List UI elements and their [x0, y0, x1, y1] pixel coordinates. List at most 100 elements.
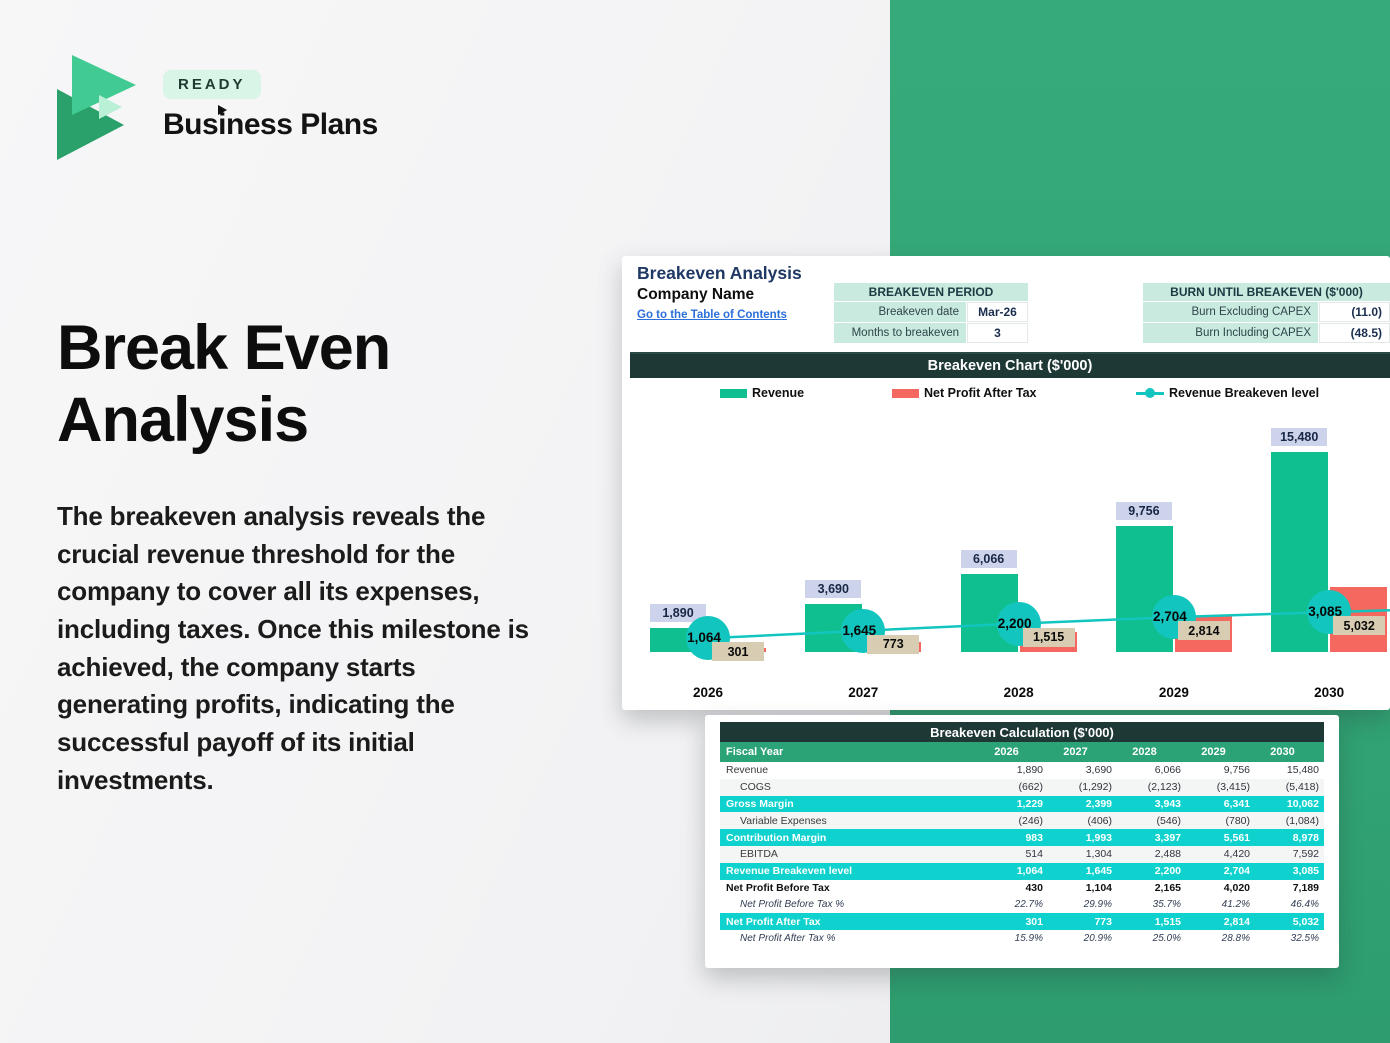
- value-cell: 35.7%: [1152, 899, 1181, 911]
- mini-table-value: 3: [967, 323, 1028, 343]
- value-cell: (2,123): [1147, 781, 1181, 794]
- logo: READY Business Plans: [57, 52, 477, 162]
- value-cell: 983: [1025, 831, 1043, 844]
- table-row: Gross Margin 1,229 2,399 3,943 6,341 10,062: [720, 795, 1324, 813]
- page-description: The breakeven analysis reveals the cruci…: [57, 501, 529, 795]
- brand-triangle-icon: [218, 105, 227, 115]
- value-cell: 4,020: [1223, 881, 1250, 894]
- row-label: Net Profit Before Tax %: [740, 899, 845, 911]
- value-cell: 3,690: [1085, 764, 1112, 777]
- year-header-cell: 2027: [1063, 746, 1088, 758]
- revenue-data-label: 6,066: [960, 550, 1017, 568]
- value-cell: 20.9%: [1083, 932, 1112, 944]
- page-title: Break Even Analysis: [57, 313, 391, 455]
- table-row: Revenue 1,890 3,690 6,066 9,756 15,480: [720, 762, 1324, 779]
- value-cell: (5,418): [1285, 781, 1319, 794]
- value-cell: 15.9%: [1014, 932, 1043, 944]
- breakeven-calculation-card: Breakeven Calculation ($'000) Fiscal Yea…: [705, 715, 1339, 968]
- year-header-cell: 2026: [994, 746, 1019, 758]
- revenue-data-label: 15,480: [1271, 428, 1328, 446]
- table-row: Net Profit After Tax 301 773 1,515 2,814 5,03…: [720, 913, 1324, 930]
- value-cell: 28.8%: [1221, 932, 1250, 944]
- mini-table-value: Mar-26: [967, 302, 1028, 322]
- value-cell: 5,561: [1223, 831, 1250, 844]
- revenue-data-label: 3,690: [805, 580, 862, 598]
- value-cell: 3,085: [1292, 865, 1319, 878]
- value-cell: 301: [1025, 915, 1043, 928]
- row-label: Gross Margin: [726, 797, 794, 810]
- value-cell: 6,341: [1223, 797, 1250, 810]
- mini-table-label: Burn Including CAPEX: [1143, 323, 1318, 343]
- chart-title-bar: Breakeven Chart ($'000): [630, 352, 1390, 378]
- row-label: EBITDA: [740, 848, 778, 861]
- table-of-contents-link[interactable]: Go to the Table of Contents: [637, 309, 787, 321]
- legend-swatch-icon: [720, 388, 747, 398]
- brand-name: Business Plans: [163, 108, 378, 141]
- legend-label: Revenue Breakeven level: [1169, 386, 1320, 400]
- value-cell: (246): [1018, 814, 1043, 827]
- table-row: Variable Expenses (246) (406) (546) (780) (1,…: [720, 812, 1324, 830]
- row-label: COGS: [740, 781, 771, 794]
- value-cell: 2,704: [1223, 865, 1250, 878]
- table-row: EBITDA 514 1,304 2,488 4,420 7,592: [720, 845, 1324, 863]
- axis-year-label: 2030: [1314, 685, 1345, 700]
- row-label: Revenue Breakeven level: [726, 865, 853, 878]
- revenue-data-label: 1,890: [650, 604, 706, 622]
- axis-year-label: 2027: [848, 685, 879, 700]
- value-cell: 1,645: [1085, 865, 1112, 878]
- row-label: Revenue: [726, 764, 769, 777]
- value-cell: (406): [1087, 814, 1112, 827]
- value-cell: 1,993: [1085, 831, 1112, 844]
- value-cell: 3,397: [1154, 831, 1181, 844]
- value-cell: 5,032: [1292, 915, 1319, 928]
- value-cell: 10,062: [1286, 797, 1319, 810]
- row-label: Net Profit Before Tax: [726, 881, 830, 894]
- value-cell: 29.9%: [1083, 899, 1112, 911]
- year-header-cell: 2029: [1201, 746, 1226, 758]
- table-row: Net Profit Before Tax 430 1,104 2,165 4,020 7…: [720, 880, 1324, 897]
- sheet-title: Breakeven Analysis: [637, 263, 802, 283]
- axis-year-label: 2028: [1003, 685, 1034, 700]
- value-cell: 2,165: [1154, 881, 1181, 894]
- value-cell: 7,189: [1292, 881, 1319, 894]
- legend-item: Net Profit After Tax: [892, 386, 1037, 400]
- calc-table: Fiscal Year 2026 2027 2028 2029 2030 Revenue 1,…: [720, 742, 1324, 947]
- legend-swatch-icon: [892, 388, 919, 398]
- mini-table-row: Burn Excluding CAPEX (11.0): [1143, 302, 1390, 322]
- value-cell: 2,488: [1154, 848, 1181, 861]
- net-profit-data-label: 301: [712, 642, 764, 662]
- breakeven-data-label: 3,085: [1308, 604, 1343, 620]
- value-cell: 430: [1025, 881, 1043, 894]
- mini-table-value: (48.5): [1319, 323, 1390, 343]
- mini-table-row: Months to breakeven 3: [834, 323, 1028, 343]
- value-cell: 3,943: [1154, 797, 1181, 810]
- row-label: Net Profit After Tax %: [740, 932, 836, 944]
- value-cell: 41.2%: [1221, 899, 1250, 911]
- value-cell: (780): [1225, 814, 1250, 827]
- breakeven-data-label: 1,064: [687, 630, 721, 646]
- row-label: Net Profit After Tax: [726, 915, 821, 928]
- year-header-cell: 2028: [1132, 746, 1157, 758]
- value-cell: 1,104: [1085, 881, 1112, 894]
- axis-year-label: 2029: [1158, 685, 1189, 700]
- axis-year-label: 2026: [692, 685, 724, 700]
- fiscal-year-label: Fiscal Year: [726, 746, 784, 758]
- chart-legend: Revenue Net Profit After Tax Revenue Break…: [630, 386, 1390, 406]
- breakeven-data-label: 1,645: [842, 622, 877, 638]
- legend-item: Revenue Breakeven level: [1136, 386, 1319, 400]
- breakeven-period-table: BREAKEVEN PERIOD Breakeven date Mar-26 Mon…: [834, 283, 1028, 343]
- row-label: Contribution Margin: [726, 831, 827, 844]
- company-name: Company Name: [637, 286, 755, 303]
- mini-table-label: Months to breakeven: [834, 323, 966, 343]
- row-label: Variable Expenses: [740, 814, 827, 827]
- burn-until-breakeven-table: BURN UNTIL BREAKEVEN ($'000) Burn Exclud…: [1143, 283, 1390, 343]
- value-cell: (1,292): [1078, 781, 1112, 794]
- value-cell: 2,200: [1154, 865, 1181, 878]
- value-cell: (662): [1018, 781, 1043, 794]
- calc-table-title: Breakeven Calculation ($'000): [720, 722, 1324, 742]
- value-cell: 1,064: [1016, 865, 1043, 878]
- value-cell: 773: [1094, 915, 1112, 928]
- value-cell: 1,229: [1016, 797, 1043, 810]
- mini-table-value: (11.0): [1319, 302, 1390, 322]
